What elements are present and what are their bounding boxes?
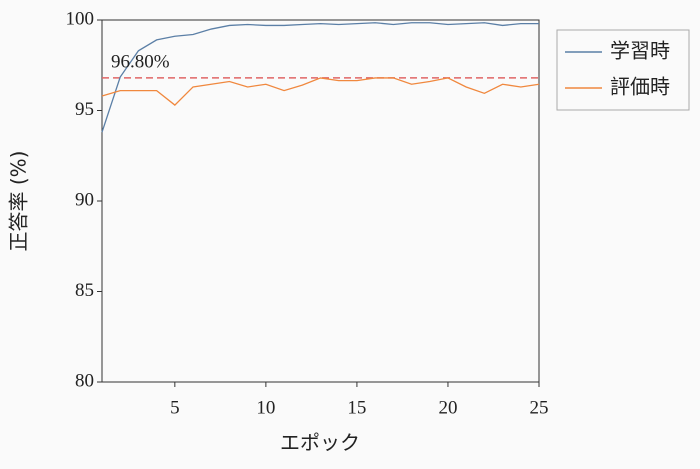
x-tick-label: 25 <box>530 397 549 418</box>
y-tick-label: 90 <box>75 189 94 210</box>
data-line <box>101 77 540 106</box>
plot-area <box>101 19 540 383</box>
y-tick-label: 100 <box>66 8 95 29</box>
x-tick-label: 20 <box>438 397 457 418</box>
legend-label: 学習時 <box>610 39 670 63</box>
y-tick-label: 95 <box>75 99 94 120</box>
x-tick-label: 5 <box>170 397 180 418</box>
x-axis-label: エポック <box>280 431 360 455</box>
y-tick-label: 80 <box>75 370 94 391</box>
reference-label: 96.80% <box>111 51 170 72</box>
y-axis-label: 正答率 (%) <box>7 151 31 252</box>
legend-label: 評価時 <box>610 75 670 99</box>
y-tick-label: 85 <box>75 280 94 301</box>
x-tick-label: 10 <box>256 397 275 418</box>
x-tick-label: 15 <box>347 397 366 418</box>
legend-box <box>556 29 690 111</box>
data-line <box>101 22 539 133</box>
